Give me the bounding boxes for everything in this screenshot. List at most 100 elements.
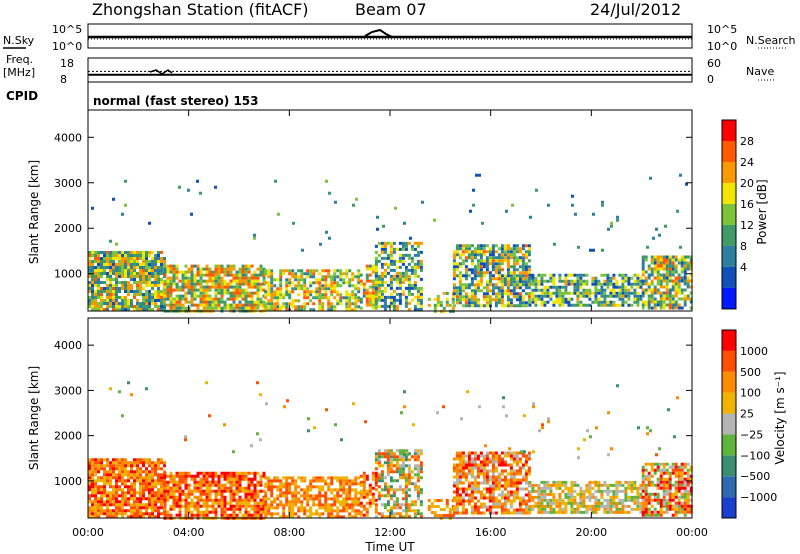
colorbar-tick-velocity-2: 100 [740, 387, 761, 400]
time-axis-label: Time UT [364, 540, 415, 554]
colorbar-segment-power-7 [722, 140, 736, 162]
scatter-cells-power-9-1 [91, 173, 688, 252]
scatter-cells-velocity-4-2 [374, 452, 423, 516]
scatter-cells-velocity-2-5 [264, 476, 361, 519]
time-tick-label-0: 00:00 [72, 526, 104, 539]
scatter-cells-power-8-6 [641, 255, 693, 310]
colorbar-tick-power-6: 4 [740, 261, 747, 274]
scatter-cells-velocity-9-6 [130, 393, 679, 451]
scatter-cells-velocity-8-5 [647, 462, 693, 517]
station-title: Zhongshan Station (fitACF) [92, 0, 309, 19]
frequency-panel-frame [87, 57, 693, 83]
scatter-cells-velocity-9-5 [109, 381, 586, 454]
scatter-cells-power-6-5 [452, 244, 531, 308]
y-tick-label-velocity-2: 3000 [54, 384, 82, 397]
scatter-cells-power-4-6 [377, 241, 423, 311]
colorbar-segment-velocity-7 [722, 350, 736, 372]
noise-panel: N.Sky 10^5 10^0 10^5 10^0 N.Search [3, 23, 796, 53]
beam-title: Beam 07 [355, 0, 427, 19]
noise-bump [364, 28, 393, 38]
time-tick-label-5: 20:00 [575, 526, 607, 539]
scatter-cells-power-4-2 [380, 241, 423, 311]
colorbar-segment-power-8 [722, 120, 736, 141]
scatter-cells-velocity-5-5 [430, 499, 452, 520]
colorbar-tick-power-3: 16 [740, 198, 754, 211]
scatter-cells-power-9-2 [121, 173, 682, 252]
noise-tick-right-high: 10^5 [707, 23, 737, 36]
power-x-ticks [87, 110, 693, 311]
scatter-cells-power-7-5 [531, 273, 643, 307]
colorbar-segment-velocity-8 [722, 330, 736, 351]
colorbar-frame-power [721, 119, 737, 310]
colorbar-segment-power-6 [722, 161, 736, 183]
scatter-cells-power-2-7 [273, 269, 343, 312]
colorbar-tick-power-5: 8 [740, 240, 747, 253]
scatter-cells-power-3-3 [359, 273, 378, 301]
scatter-cells-velocity-4-4 [374, 449, 423, 519]
colorbar-segment-velocity-4 [722, 413, 736, 435]
colorbar-segment-velocity-0 [722, 497, 736, 518]
scatter-cells-velocity-0-8 [88, 458, 166, 519]
cpid-label: CPID [6, 89, 38, 103]
scatter-cells-power-1-6 [163, 264, 266, 313]
freq-label-2: [MHz] [3, 66, 35, 79]
scatter-cells-power-0-7 [88, 251, 163, 311]
scatter-cells-velocity-9-7 [184, 381, 658, 457]
scatter-cells-power-3-5 [359, 264, 378, 310]
nave-tick-high: 60 [707, 57, 721, 70]
scatter-cells-velocity-9-3 [118, 390, 661, 457]
velocity-plot-data [88, 381, 693, 520]
colorbar-tick-power-4: 12 [740, 219, 754, 232]
colorbar-tick-power-0: 28 [740, 135, 754, 148]
colorbar-tick-velocity-4: −25 [740, 428, 763, 441]
scatter-cells-power-3-6 [365, 270, 375, 307]
scatter-cells-velocity-5-6 [427, 499, 455, 517]
date-title: 24/Jul/2012 [590, 0, 681, 19]
scatter-cells-power-1-5 [163, 264, 266, 313]
scatter-cells-velocity-2-7 [264, 476, 361, 519]
time-tick-label-4: 16:00 [475, 526, 507, 539]
time-tick-label-2: 08:00 [273, 526, 305, 539]
scatter-cells-power-5-6 [427, 291, 455, 313]
colorbar-tick-velocity-0: 1000 [740, 345, 768, 358]
scatter-cells-velocity-3-6 [359, 474, 378, 514]
colorbar-segment-power-3 [722, 224, 736, 246]
scatter-cells-power-3-7 [359, 264, 378, 304]
colorbar-segment-velocity-1 [722, 476, 736, 498]
scatter-cells-power-5-5 [433, 294, 455, 313]
power-y-ticks: 1000 2000 3000 4000 [54, 131, 692, 281]
y-tick-label-velocity-0: 1000 [54, 475, 82, 488]
colorbar-segment-power-1 [722, 266, 736, 288]
scatter-cells-power-5-4 [427, 294, 455, 313]
noise-tick-left-high: 10^5 [52, 23, 82, 36]
power-panel: 1000 2000 3000 4000 Slant Range [km] 28 24 20… [27, 109, 769, 313]
colorbar-segment-velocity-3 [722, 434, 736, 456]
power-ylabel: Slant Range [km] [27, 160, 41, 264]
y-tick-label-velocity-3: 4000 [54, 339, 82, 352]
power-plot-data [88, 173, 693, 313]
nave-label: Nave [746, 65, 774, 78]
scatter-cells-power-8-2 [641, 255, 693, 310]
freq-tick-low: 8 [60, 73, 67, 86]
colorbar-tick-velocity-7: −1000 [740, 491, 777, 504]
scatter-cells-power-4-5 [374, 241, 423, 308]
scatter-cells-power-0-6 [88, 251, 166, 311]
time-tick-label-1: 04:00 [173, 526, 205, 539]
scatter-cells-velocity-9-2 [127, 381, 676, 457]
power-colorbar-label: Power [dB] [755, 179, 769, 244]
scatter-cells-power-7-4 [528, 273, 643, 307]
scatter-cells-velocity-7-6 [528, 480, 643, 514]
freq-label-1: Freq. [6, 53, 33, 66]
scatter-cells-velocity-1-6 [163, 471, 266, 520]
freq-tick-high: 18 [60, 57, 74, 70]
nsearch-label: N.Search [746, 34, 796, 47]
time-tick-labels: 00:00 04:00 08:00 12:00 16:00 20:00 00:00 [72, 526, 708, 539]
colorbar-tick-velocity-1: 500 [740, 366, 761, 379]
colorbar-segment-velocity-5 [722, 392, 736, 414]
colorbar-segment-power-4 [722, 203, 736, 225]
scatter-cells-velocity-6-4 [452, 451, 531, 515]
scatter-cells-velocity-4-5 [374, 449, 423, 519]
velocity-colorbar: 1000 500 100 25 −25 −100 −500 −1000 [721, 329, 777, 519]
scatter-cells-power-8-5 [641, 255, 693, 310]
